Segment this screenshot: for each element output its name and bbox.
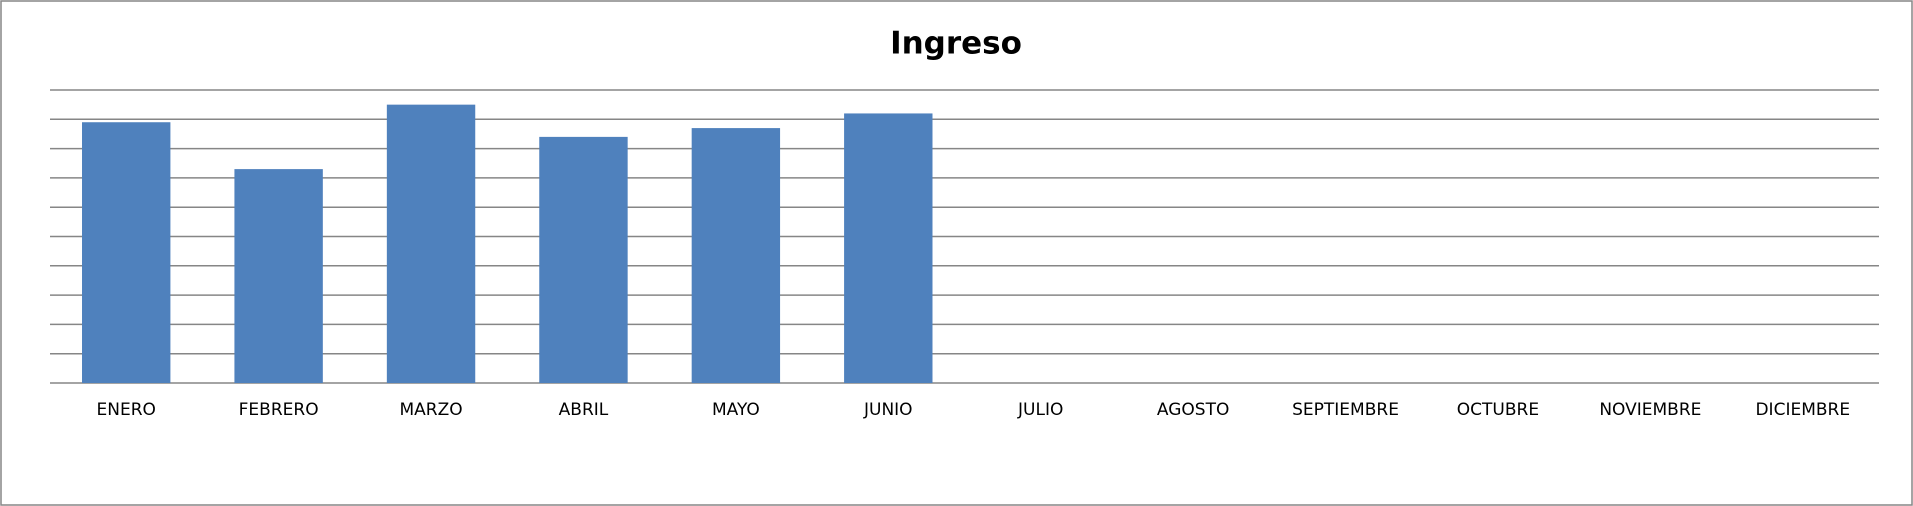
x-tick-label: AGOSTO: [1157, 400, 1229, 420]
x-tick-label: FEBRERO: [239, 400, 319, 420]
x-tick-label: ABRIL: [559, 400, 609, 420]
x-tick-label: JUNIO: [863, 400, 913, 420]
x-tick-label: OCTUBRE: [1457, 400, 1539, 420]
x-tick-label: MAYO: [712, 400, 760, 420]
chart-title: Ingreso: [890, 26, 1022, 62]
x-tick-label: MARZO: [399, 400, 462, 420]
x-tick-label: JULIO: [1017, 400, 1063, 420]
bar: [82, 122, 171, 383]
bar: [691, 128, 781, 383]
x-tick-label: NOVIEMBRE: [1599, 400, 1701, 420]
bar: [539, 136, 628, 383]
x-tick-label: DICIEMBRE: [1755, 400, 1850, 420]
bar: [386, 104, 476, 384]
x-tick-label: ENERO: [97, 400, 156, 420]
x-tick-label: SEPTIEMBRE: [1292, 400, 1399, 420]
bar: [234, 169, 323, 383]
bar: [844, 113, 933, 383]
